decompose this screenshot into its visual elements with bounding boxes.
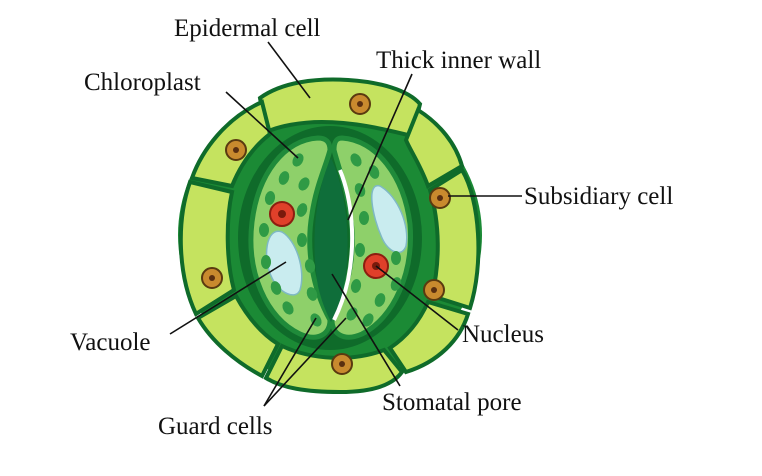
- guard-cell-pair: [238, 126, 422, 350]
- chloroplast-leader: [225, 91, 299, 159]
- chloroplast: [306, 287, 318, 301]
- subsidiary-nuclei: [201, 93, 451, 375]
- subsidiary-nucleus-dot: [357, 101, 363, 107]
- chloroplast: [278, 171, 290, 185]
- chloroplast: [270, 281, 282, 295]
- chloroplast: [296, 203, 308, 217]
- label-subsidiary-cell: Subsidiary cell: [524, 183, 673, 210]
- chloroplast: [359, 211, 369, 225]
- chloroplast: [292, 153, 304, 167]
- subsidiary-nucleus-dot: [339, 361, 345, 367]
- stomatal-pore-leader: [331, 273, 401, 387]
- chloroplast: [390, 277, 402, 291]
- guard-cells-leader-left: [263, 317, 317, 407]
- chloroplast: [297, 233, 307, 247]
- bottom-right-subsidiary-cell: [387, 299, 471, 375]
- chloroplast: [374, 293, 386, 307]
- chloroplast: [350, 153, 362, 167]
- guard-cells-leader-right: [263, 317, 347, 407]
- chloroplast: [259, 223, 269, 237]
- subsidiary-nucleus-dot: [233, 147, 239, 153]
- top-right-subsidiary-cell: [403, 107, 465, 189]
- label-nucleus: Nucleus: [462, 321, 544, 348]
- chloroplast: [350, 279, 362, 293]
- leader-lines: [169, 41, 522, 407]
- subsidiary-nucleus-dot: [431, 287, 437, 293]
- chloroplast: [264, 191, 276, 205]
- chloroplast: [304, 259, 316, 273]
- labels: Epidermal cell Chloroplast Thick inner w…: [70, 15, 673, 440]
- chloroplast: [355, 243, 365, 257]
- label-thick-inner-wall: Thick inner wall: [376, 47, 541, 74]
- thick-inner-wall-leader: [347, 73, 413, 221]
- chloroplast: [261, 255, 271, 269]
- label-stomatal-pore: Stomatal pore: [382, 389, 522, 416]
- chloroplast: [282, 301, 294, 315]
- epidermal-cell-leader: [267, 41, 311, 99]
- subsidiary-nucleus-dot: [209, 275, 215, 281]
- thick-inner-wall-shape: [332, 169, 355, 321]
- label-guard-cells: Guard cells: [158, 413, 273, 440]
- chloroplast: [362, 313, 374, 327]
- label-vacuole: Vacuole: [70, 329, 151, 356]
- nucleus-leader: [375, 265, 459, 331]
- label-chloroplast: Chloroplast: [84, 69, 201, 96]
- left-guard-nucleolus: [278, 210, 286, 218]
- vacuole-leader: [169, 261, 287, 335]
- chloroplast: [391, 251, 401, 265]
- stomatal-pore-shape: [314, 158, 348, 322]
- label-epidermal-cell: Epidermal cell: [174, 15, 321, 42]
- chloroplast: [298, 177, 310, 191]
- subsidiary-nucleus-dot: [437, 195, 443, 201]
- bottom-left-subsidiary-cell: [195, 293, 281, 379]
- left-subsidiary-cell: [178, 179, 237, 317]
- chloroplasts-right: [346, 153, 402, 327]
